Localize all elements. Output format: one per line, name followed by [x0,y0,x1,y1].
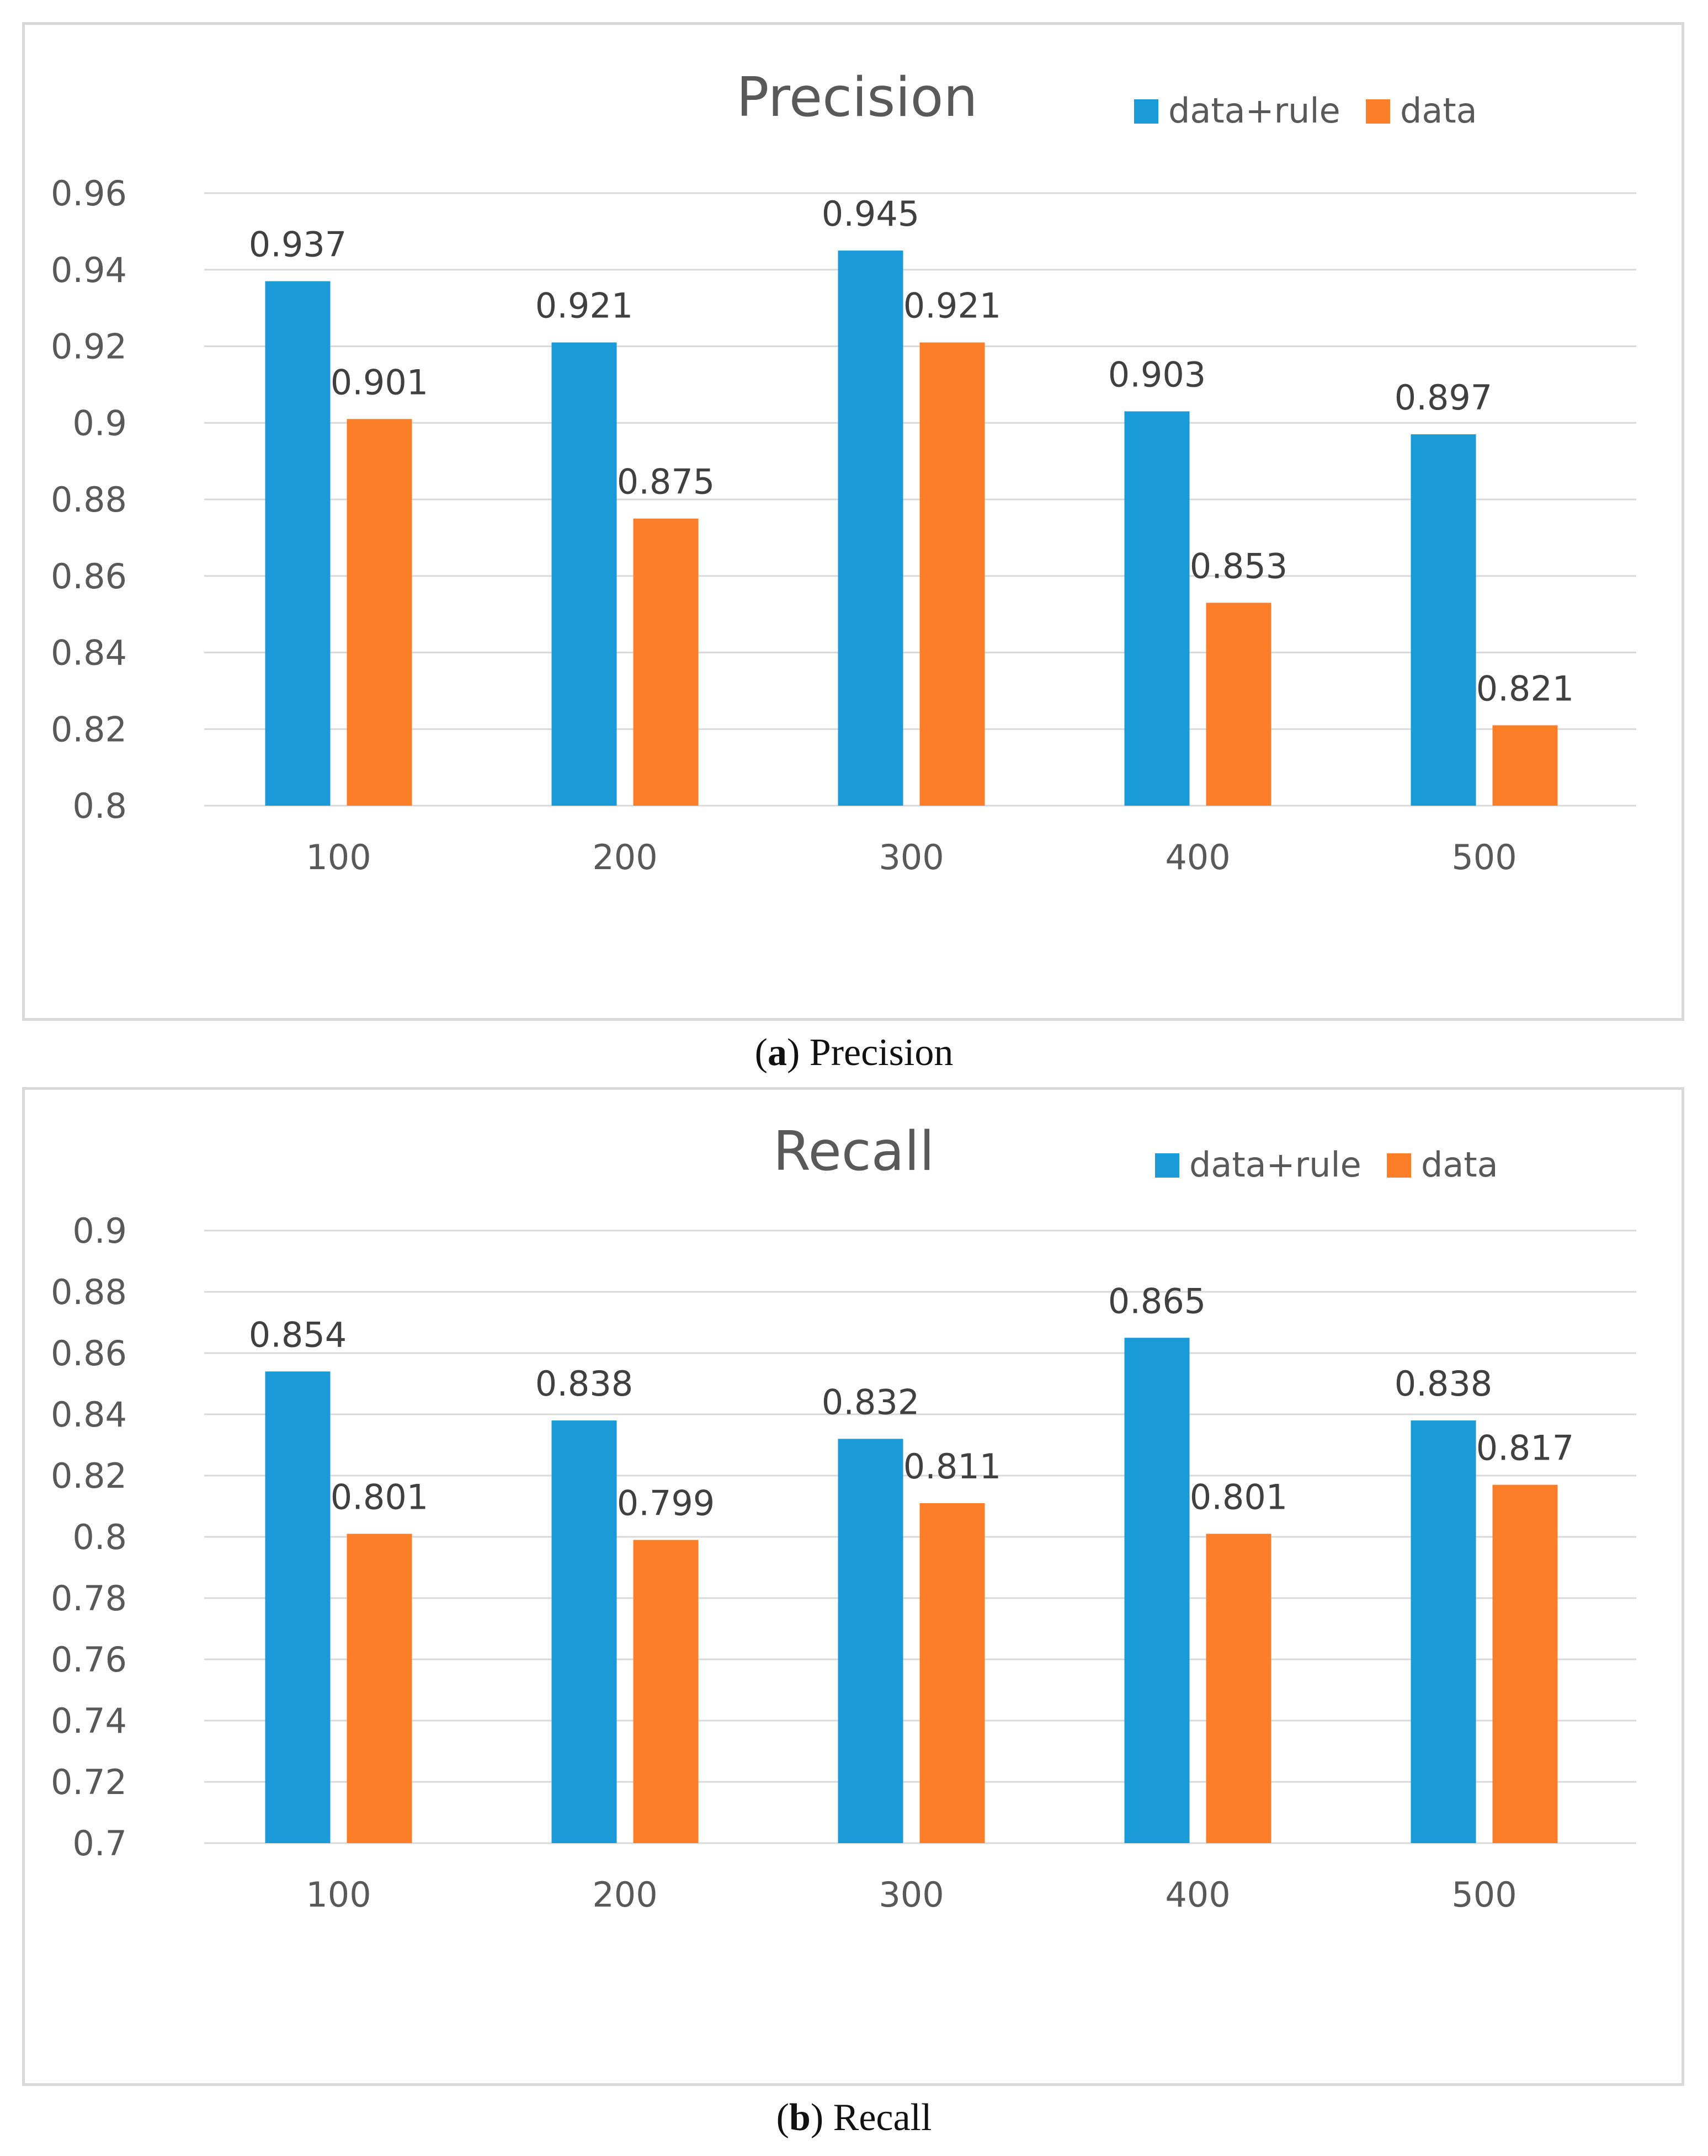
x-tick-label: 200 [592,837,657,877]
bar-data-rule [551,1420,617,1843]
data-label: 0.838 [1395,1364,1493,1404]
x-tick-label: 400 [1165,837,1230,877]
bar-data [1206,603,1271,806]
data-label: 0.865 [1108,1281,1206,1321]
data-label: 0.937 [249,225,347,265]
bar-data-rule [265,1371,331,1843]
caption-text: Recall [833,2096,932,2139]
data-label: 0.799 [617,1483,715,1524]
y-tick-label: 0.72 [51,1762,127,1802]
recall-chart-panel: 0.7 0.72 0.74 0.76 0.78 0.8 0.82 0.84 0.86 0.88 0.… [22,1087,1684,2086]
y-tick-label: 0.86 [51,1333,127,1374]
data-label: 0.801 [1190,1477,1288,1517]
y-tick-label: 0.7 [72,1823,127,1864]
y-tick-label: 0.82 [51,709,127,749]
y-tick-label: 0.74 [51,1701,127,1741]
data-label: 0.901 [331,362,429,402]
y-tick-label: 0.78 [51,1578,127,1619]
y-tick-label: 0.8 [72,1517,127,1557]
y-tick-label: 0.8 [72,786,127,826]
precision-chart: 0.8 0.82 0.84 0.86 0.88 0.9 0.92 0.94 0.96 0.937 0… [51,66,1636,877]
x-tick-label: 500 [1451,837,1517,877]
bar-data-rule [838,1439,903,1843]
x-tick-label: 100 [306,837,371,877]
y-tick-label: 0.76 [51,1639,127,1680]
data-label: 0.838 [535,1364,634,1404]
data-label: 0.817 [1476,1428,1574,1468]
bar-data-rule [265,281,331,806]
bar-data [633,1540,699,1843]
data-label: 0.921 [535,286,634,326]
recall-caption: (b) Recall [776,2096,932,2139]
bar-data [347,419,412,806]
chart-title: Precision [736,66,977,129]
y-tick-label: 0.86 [51,556,127,597]
y-tick-label: 0.9 [72,403,127,443]
x-tick-label: 200 [592,1875,657,1915]
data-label: 0.903 [1108,354,1206,395]
x-tick-label: 300 [879,1875,944,1915]
data-label: 0.921 [903,286,1002,326]
chart-title: Recall [773,1120,934,1183]
data-label: 0.832 [822,1382,920,1422]
bar-data [1492,725,1558,806]
bar-data-rule [551,342,617,806]
y-tick-label: 0.82 [51,1456,127,1496]
legend-swatch-data [1387,1153,1411,1178]
y-tick-label: 0.84 [51,633,127,673]
bar-data-rule [1124,1338,1190,1843]
bar-data [347,1534,412,1843]
bar-data-rule [1124,411,1190,806]
y-tick-label: 0.88 [51,1272,127,1312]
y-tick-label: 0.92 [51,327,127,367]
y-tick-label: 0.84 [51,1394,127,1435]
x-tick-label: 300 [879,837,944,877]
y-tick-label: 0.94 [51,250,127,290]
legend-swatch-data-rule [1155,1153,1179,1178]
bar-data [1206,1534,1271,1843]
data-label: 0.853 [1190,546,1288,586]
bar-data [919,1503,985,1843]
legend-label-data-rule: data+rule [1189,1144,1361,1185]
bar-data [919,342,985,806]
x-tick-label: 100 [306,1875,371,1915]
legend-label-data-rule: data+rule [1168,91,1340,131]
y-tick-label: 0.88 [51,480,127,520]
data-label: 0.821 [1476,668,1574,709]
bar-data-rule [838,251,903,806]
y-tick-label: 0.96 [51,173,127,214]
data-label: 0.854 [249,1314,347,1355]
bar-data-rule [1411,1420,1476,1843]
data-label: 0.945 [822,194,920,234]
data-label: 0.811 [903,1446,1002,1487]
x-tick-label: 500 [1451,1875,1517,1915]
bar-data [1492,1484,1558,1843]
recall-chart: 0.7 0.72 0.74 0.76 0.78 0.8 0.82 0.84 0.86 0.88 0.… [51,1120,1636,1915]
bar-data-rule [1411,434,1476,806]
data-label: 0.801 [331,1477,429,1517]
data-label: 0.875 [617,462,715,502]
legend-swatch-data [1366,99,1390,124]
caption-letter: b [789,2096,811,2139]
x-tick-label: 400 [1165,1875,1230,1915]
precision-chart-panel: 0.8 0.82 0.84 0.86 0.88 0.9 0.92 0.94 0.96 0.937 0… [22,22,1684,1021]
caption-text: Precision [809,1031,954,1074]
legend-label-data: data [1421,1144,1498,1185]
caption-letter: a [767,1031,787,1074]
legend-label-data: data [1400,91,1477,131]
data-label: 0.897 [1395,377,1493,418]
bar-data [633,518,699,806]
legend-swatch-data-rule [1134,99,1158,124]
y-tick-label: 0.9 [72,1211,127,1251]
precision-caption: (a) Precision [754,1031,954,1074]
